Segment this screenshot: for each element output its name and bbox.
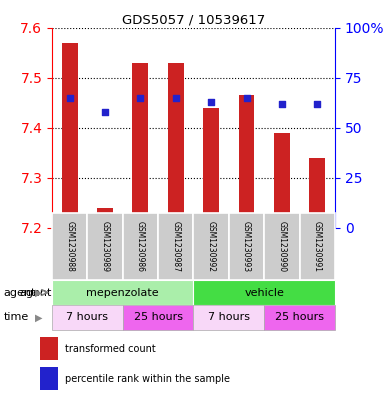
Text: agent: agent	[20, 288, 52, 298]
Bar	[229, 213, 264, 280]
Bar	[264, 213, 300, 280]
Point	[137, 94, 144, 101]
Text: GSM1230993: GSM1230993	[242, 221, 251, 272]
Text: agent: agent	[4, 288, 36, 298]
Text: mepenzolate: mepenzolate	[86, 288, 159, 298]
Bar	[40, 337, 58, 360]
Bar	[309, 158, 325, 228]
Point	[67, 94, 73, 101]
Bar	[274, 133, 290, 228]
Text: GSM1230990: GSM1230990	[277, 221, 286, 272]
Bar	[52, 305, 123, 330]
Text: time: time	[4, 312, 29, 323]
Point	[173, 94, 179, 101]
Bar	[264, 305, 335, 330]
Text: GSM1230989: GSM1230989	[100, 221, 110, 272]
Text: ▶: ▶	[35, 312, 42, 323]
Bar	[40, 367, 58, 390]
Bar	[168, 62, 184, 228]
Text: percentile rank within the sample: percentile rank within the sample	[65, 374, 229, 384]
Text: GSM1230988: GSM1230988	[65, 221, 74, 272]
Text: GSM1230992: GSM1230992	[207, 221, 216, 272]
Bar	[203, 108, 219, 228]
Point	[243, 94, 249, 101]
Bar	[132, 62, 148, 228]
Point	[102, 108, 108, 115]
Text: 25 hours: 25 hours	[275, 312, 324, 323]
Point	[279, 101, 285, 107]
Bar	[300, 213, 335, 280]
Bar	[193, 280, 335, 305]
Bar	[52, 213, 87, 280]
Bar	[194, 213, 229, 280]
Text: vehicle: vehicle	[244, 288, 284, 298]
Point	[208, 99, 214, 105]
Bar	[239, 95, 254, 228]
Text: GSM1230987: GSM1230987	[171, 221, 180, 272]
Text: 7 hours: 7 hours	[208, 312, 250, 323]
Text: 25 hours: 25 hours	[134, 312, 182, 323]
Bar	[52, 280, 193, 305]
Text: GSM1230986: GSM1230986	[136, 221, 145, 272]
Point	[314, 101, 320, 107]
Bar	[97, 208, 113, 228]
Bar	[62, 42, 78, 228]
Bar	[123, 305, 193, 330]
Bar	[123, 213, 158, 280]
Text: GSM1230991: GSM1230991	[313, 221, 322, 272]
Bar	[87, 213, 123, 280]
Bar	[193, 305, 264, 330]
Text: ▶: ▶	[35, 288, 42, 298]
Title: GDS5057 / 10539617: GDS5057 / 10539617	[122, 13, 265, 26]
Text: 7 hours: 7 hours	[66, 312, 108, 323]
Text: transformed count: transformed count	[65, 343, 155, 354]
Bar	[158, 213, 193, 280]
